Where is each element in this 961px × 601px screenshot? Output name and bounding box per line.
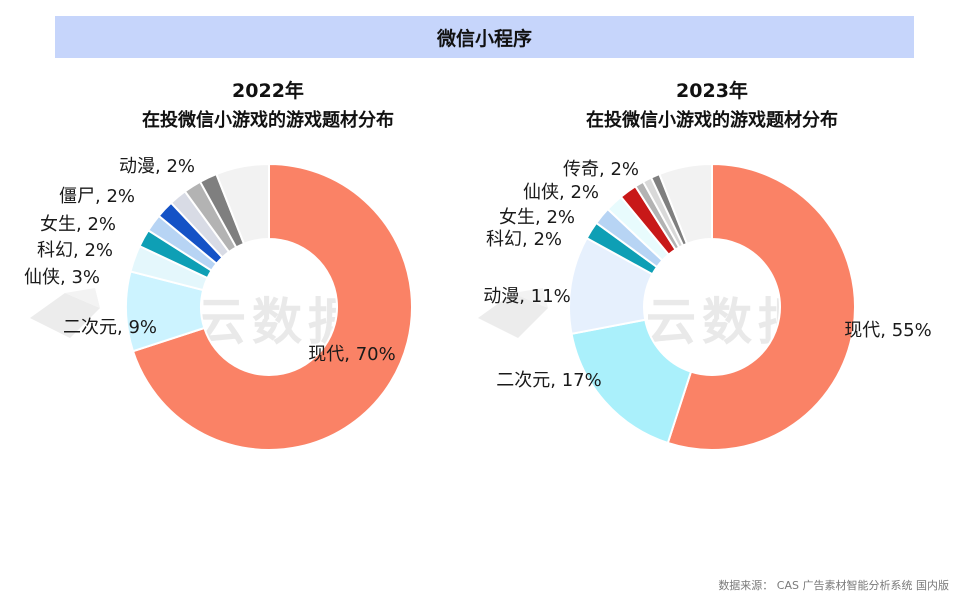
data-label-僵尸: 僵尸, 2% xyxy=(59,186,135,207)
data-label-科幻: 科幻, 2% xyxy=(37,240,113,261)
data-label-二次元: 二次元, 9% xyxy=(63,317,157,338)
data-label-科幻: 科幻, 2% xyxy=(486,229,562,250)
data-label-现代: 现代, 70% xyxy=(308,344,395,365)
donut-slice-现代 xyxy=(131,162,413,451)
donut-slice-现代 xyxy=(666,162,856,451)
header-banner: 微信小程序 xyxy=(55,16,914,58)
donut-chart-2023: 现代, 55% 二次元, 17% 动漫, 11% 科幻, 2%女生, 2% 仙侠, 2%… xyxy=(483,159,932,451)
header-title: 微信小程序 xyxy=(436,27,532,50)
data-label-传奇: 传奇, 2% xyxy=(563,159,639,180)
watermark-logo-icon xyxy=(30,288,100,338)
donut-slice-other xyxy=(658,162,713,246)
donut-slice-other xyxy=(215,162,270,246)
chart-subtitle: 在投微信小游戏的游戏题材分布 xyxy=(142,110,394,131)
donut-chart-2022: 现代, 70% 二次元, 9% 仙侠, 3% 科幻, 2% 女生, 2% 僵尸, 2% 动漫… xyxy=(24,156,413,451)
donut-slice-二次元 xyxy=(570,318,693,445)
watermark-logo-icon xyxy=(478,288,548,338)
data-label-动漫: 动漫, 11% xyxy=(483,286,570,307)
data-label-二次元: 二次元, 17% xyxy=(496,370,601,391)
chart-year: 2023年 xyxy=(676,80,748,102)
data-label-现代: 现代, 55% xyxy=(844,320,931,341)
chart-title-2023: 2023年 在投微信小游戏的游戏题材分布 xyxy=(502,76,922,136)
chart-year: 2022年 xyxy=(232,80,304,102)
chart-subtitle: 在投微信小游戏的游戏题材分布 xyxy=(586,110,838,131)
data-label-动漫: 动漫, 2% xyxy=(119,156,195,177)
data-label-仙侠: 仙侠, 2% xyxy=(523,182,599,203)
data-label-仙侠: 仙侠, 3% xyxy=(24,267,100,288)
data-label-女生: 女生, 2% xyxy=(499,207,575,228)
chart-title-2022: 2022年 在投微信小游戏的游戏题材分布 xyxy=(58,76,478,136)
data-label-女生: 女生, 2% xyxy=(40,214,116,235)
data-source: 数据来源： CAS 广告素材智能分析系统 国内版 xyxy=(718,579,949,592)
